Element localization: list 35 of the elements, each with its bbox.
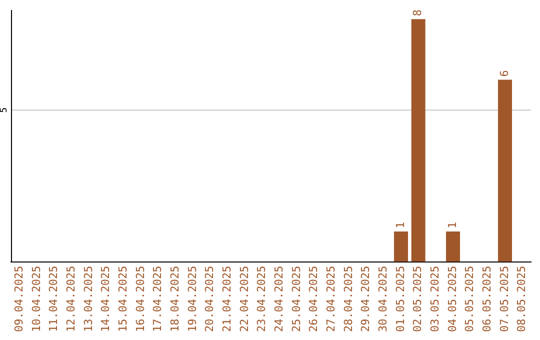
x-tick-label: 11.04.2025: [47, 266, 60, 332]
x-tick-label: 23.04.2025: [255, 266, 268, 332]
data-label: 6: [498, 70, 511, 77]
x-tick-label: 24.04.2025: [272, 266, 286, 332]
x-tick-label: 10.04.2025: [30, 266, 43, 332]
x-tick-label: 04.05.2025: [446, 266, 459, 332]
x-tick-label: 03.05.2025: [428, 266, 442, 332]
x-tick-label: 28.04.2025: [342, 266, 355, 332]
x-tick-label: 06.05.2025: [480, 266, 494, 332]
x-tick-label: 05.05.2025: [463, 266, 476, 332]
x-tick-label: 26.04.2025: [307, 266, 320, 332]
x-tick-label: 29.04.2025: [359, 266, 372, 332]
x-tick-label: 15.04.2025: [116, 266, 130, 332]
ref-line-label: 5: [0, 107, 10, 113]
x-tick-label: 09.04.2025: [12, 266, 26, 332]
x-tick-label: 01.05.2025: [394, 266, 407, 332]
x-tick-label: 14.04.2025: [99, 266, 112, 332]
data-label: 8: [411, 9, 424, 16]
x-tick-label: 02.05.2025: [411, 266, 424, 332]
x-tick-label: 12.04.2025: [64, 266, 78, 332]
x-tick-label: 08.05.2025: [515, 266, 528, 332]
data-label: 1: [446, 222, 459, 228]
x-tick-label: 16.04.2025: [134, 266, 147, 332]
x-tick-label: 17.04.2025: [151, 266, 164, 332]
x-tick-label: 20.04.2025: [203, 266, 216, 332]
x-tick-label: 07.05.2025: [498, 266, 511, 332]
x-tick-label: 18.04.2025: [168, 266, 182, 332]
x-tick-label: 27.04.2025: [324, 266, 338, 332]
x-tick-label: 19.04.2025: [186, 266, 199, 332]
x-tick-label: 13.04.2025: [82, 266, 95, 332]
x-tick-label: 21.04.2025: [220, 266, 234, 332]
x-tick-label: 22.04.2025: [238, 266, 251, 332]
data-label: 1: [394, 222, 407, 228]
x-tick-label: 30.04.2025: [376, 266, 390, 332]
x-tick-label: 25.04.2025: [290, 266, 303, 332]
